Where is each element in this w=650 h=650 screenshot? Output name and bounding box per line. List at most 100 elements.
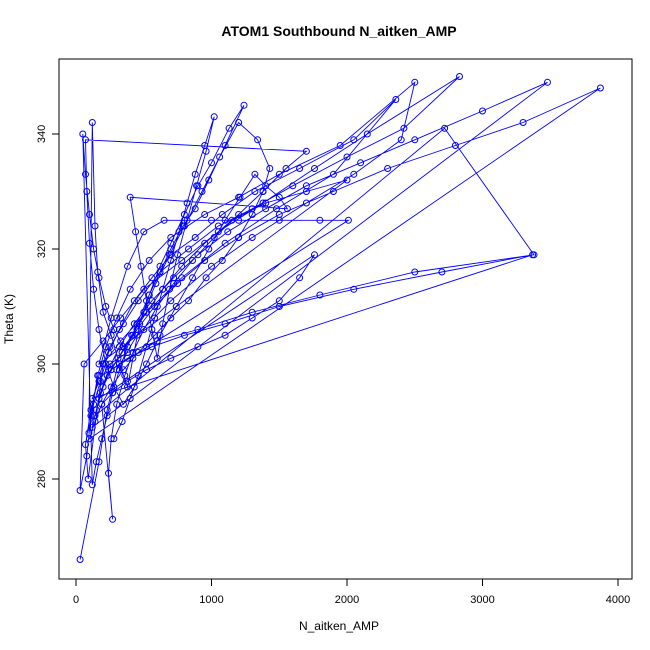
data-point bbox=[311, 251, 318, 259]
data-point bbox=[216, 153, 224, 161]
data-point bbox=[99, 360, 107, 368]
data-point bbox=[107, 314, 115, 322]
data-point bbox=[129, 349, 137, 356]
data-point bbox=[140, 326, 148, 333]
data-point bbox=[251, 170, 259, 178]
data-point bbox=[90, 285, 98, 293]
data-point bbox=[296, 165, 304, 172]
data-point bbox=[302, 199, 310, 207]
data-point bbox=[128, 331, 136, 339]
data-point bbox=[79, 130, 87, 138]
data-point bbox=[110, 383, 118, 391]
data-point bbox=[180, 331, 188, 339]
data-point bbox=[115, 366, 123, 374]
data-point bbox=[329, 188, 337, 195]
data-point bbox=[343, 153, 351, 161]
data-point bbox=[107, 435, 115, 443]
data-point bbox=[529, 251, 537, 259]
data-point bbox=[99, 308, 107, 316]
data-point bbox=[114, 354, 122, 362]
data-point bbox=[95, 377, 103, 385]
data-point bbox=[91, 222, 99, 230]
data-point bbox=[174, 280, 182, 287]
data-point bbox=[160, 216, 168, 224]
data-point bbox=[83, 188, 91, 195]
data-layer bbox=[76, 73, 604, 563]
data-point bbox=[191, 170, 199, 178]
data-point bbox=[275, 193, 283, 201]
data-point bbox=[76, 556, 84, 563]
data-point bbox=[283, 205, 291, 213]
data-point bbox=[83, 452, 91, 460]
data-point bbox=[172, 303, 180, 310]
data-point bbox=[88, 395, 96, 402]
data-point bbox=[344, 216, 352, 224]
data-point bbox=[411, 136, 419, 144]
data-point bbox=[124, 262, 131, 270]
data-point bbox=[201, 211, 209, 218]
data-point bbox=[248, 314, 256, 322]
data-point bbox=[167, 257, 175, 264]
data-point bbox=[156, 268, 164, 276]
x-axis-label: N_aitken_AMP bbox=[299, 619, 379, 633]
data-point bbox=[441, 124, 449, 132]
data-point bbox=[289, 182, 297, 190]
data-point bbox=[110, 326, 118, 333]
data-point bbox=[218, 211, 226, 218]
data-point bbox=[95, 458, 103, 466]
data-point bbox=[363, 130, 371, 138]
data-point bbox=[133, 326, 141, 333]
data-point bbox=[82, 136, 89, 144]
data-point bbox=[392, 96, 400, 103]
data-point bbox=[153, 354, 161, 362]
data-point bbox=[201, 239, 209, 247]
data-point bbox=[170, 280, 178, 287]
data-point bbox=[159, 285, 167, 293]
data-point bbox=[145, 257, 153, 264]
data-point bbox=[214, 222, 222, 230]
data-point bbox=[76, 487, 84, 494]
data-point bbox=[98, 435, 106, 443]
data-point bbox=[143, 360, 150, 368]
data-point bbox=[202, 274, 210, 282]
x-tick-label: 1000 bbox=[199, 594, 223, 606]
data-point bbox=[143, 308, 150, 316]
data-point bbox=[400, 124, 408, 132]
data-point bbox=[189, 274, 196, 282]
data-point bbox=[248, 234, 256, 241]
data-point bbox=[236, 193, 244, 201]
data-point bbox=[225, 124, 233, 132]
data-point bbox=[262, 199, 270, 207]
data-point bbox=[311, 165, 318, 172]
data-point bbox=[235, 119, 243, 126]
data-point bbox=[174, 251, 182, 259]
data-point bbox=[519, 119, 527, 126]
y-tick-label: 340 bbox=[36, 125, 48, 143]
data-point bbox=[151, 314, 159, 322]
data-point bbox=[156, 331, 164, 339]
x-tick-label: 2000 bbox=[335, 594, 359, 606]
data-point bbox=[151, 303, 159, 310]
data-point bbox=[180, 216, 188, 224]
data-point bbox=[136, 320, 144, 328]
data-point bbox=[208, 159, 215, 167]
data-point bbox=[140, 308, 148, 316]
data-point bbox=[183, 216, 191, 224]
data-point bbox=[121, 372, 129, 379]
data-point bbox=[224, 228, 232, 236]
data-point bbox=[175, 228, 183, 236]
data-point bbox=[134, 349, 142, 356]
data-point bbox=[145, 291, 153, 299]
data-point bbox=[210, 234, 218, 241]
data-point bbox=[185, 297, 192, 305]
data-point bbox=[126, 193, 134, 201]
data-point bbox=[95, 360, 103, 368]
data-point bbox=[88, 423, 96, 431]
data-point bbox=[198, 188, 206, 195]
data-point bbox=[208, 216, 215, 224]
data-point bbox=[134, 372, 142, 379]
data-point bbox=[118, 418, 126, 425]
data-point bbox=[208, 262, 215, 270]
data-point bbox=[87, 406, 95, 414]
data-point bbox=[205, 245, 213, 253]
